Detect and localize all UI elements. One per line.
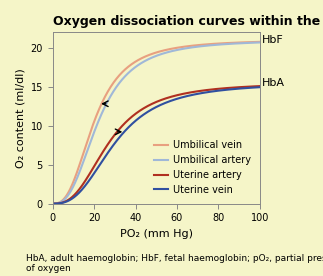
- Uterine artery: [151, 102, 154, 105]
- Text: Oxygen dissociation curves within the placenta: Oxygen dissociation curves within the pl…: [53, 15, 323, 28]
- Uterine artery: [253, 85, 257, 88]
- Line: Uterine artery: Uterine artery: [53, 86, 260, 204]
- Y-axis label: O₂ content (ml/dl): O₂ content (ml/dl): [15, 68, 25, 168]
- Text: HbA: HbA: [262, 78, 285, 88]
- Umbilical artery: [51, 202, 55, 205]
- Uterine artery: [163, 97, 167, 100]
- Uterine artery: [174, 94, 178, 97]
- Uterine vein: [253, 86, 257, 89]
- Umbilical vein: [253, 40, 257, 44]
- Umbilical artery: [253, 41, 257, 44]
- Umbilical vein: [149, 52, 153, 56]
- Umbilical vein: [221, 42, 224, 45]
- Uterine vein: [151, 107, 154, 111]
- Uterine artery: [258, 84, 262, 88]
- Uterine vein: [221, 89, 224, 92]
- Uterine vein: [149, 108, 153, 112]
- Umbilical vein: [258, 40, 262, 44]
- Umbilical artery: [151, 56, 154, 59]
- Uterine artery: [51, 202, 55, 205]
- Uterine artery: [149, 103, 153, 106]
- Text: HbF: HbF: [262, 35, 284, 45]
- Line: Umbilical artery: Umbilical artery: [53, 43, 260, 204]
- Umbilical artery: [163, 51, 167, 55]
- Umbilical vein: [174, 46, 178, 50]
- Umbilical artery: [174, 49, 178, 52]
- Umbilical vein: [163, 49, 167, 52]
- X-axis label: PO₂ (mm Hg): PO₂ (mm Hg): [120, 229, 193, 239]
- Line: Umbilical vein: Umbilical vein: [53, 42, 260, 204]
- Uterine vein: [163, 102, 167, 105]
- Uterine vein: [51, 202, 55, 205]
- Umbilical artery: [258, 41, 262, 44]
- Text: HbA, adult haemoglobin; HbF, fetal haemoglobin; pO₂, partial pressure
of oxygen: HbA, adult haemoglobin; HbF, fetal haemo…: [26, 254, 323, 273]
- Umbilical vein: [151, 52, 154, 55]
- Line: Uterine vein: Uterine vein: [53, 87, 260, 204]
- Umbilical vein: [51, 202, 55, 205]
- Legend: Umbilical vein, Umbilical artery, Uterine artery, Uterine vein: Umbilical vein, Umbilical artery, Uterin…: [150, 136, 255, 199]
- Umbilical artery: [149, 56, 153, 60]
- Umbilical artery: [221, 43, 224, 46]
- Uterine vein: [174, 97, 178, 101]
- Uterine artery: [221, 87, 224, 90]
- Uterine vein: [258, 86, 262, 89]
